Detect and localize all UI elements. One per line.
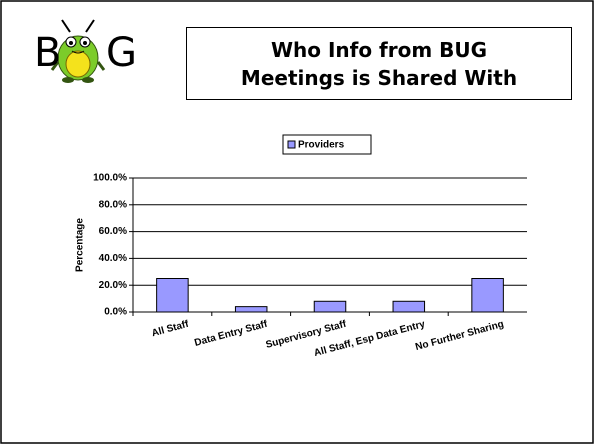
y-tick-label: 20.0%	[99, 280, 127, 291]
y-tick-label: 40.0%	[99, 253, 127, 264]
bar	[313, 300, 347, 313]
legend-swatch	[287, 140, 296, 149]
y-tick-label: 60.0%	[99, 226, 127, 237]
bar	[392, 300, 426, 313]
logo-letter: G	[106, 30, 137, 76]
bug-icon	[50, 19, 106, 83]
bar	[234, 306, 268, 313]
legend	[282, 134, 372, 155]
slide-title: Who Info from BUG Meetings is Shared Wit…	[186, 27, 572, 100]
bar	[471, 278, 504, 313]
y-tick-label: 0.0%	[104, 307, 127, 318]
logo-letter: B	[34, 30, 62, 76]
y-axis-label: Percentage	[75, 218, 86, 272]
y-tick-label: 100.0%	[93, 173, 127, 184]
bar	[156, 278, 189, 313]
legend-label: Providers	[298, 140, 345, 151]
y-tick-label: 80.0%	[99, 199, 127, 210]
